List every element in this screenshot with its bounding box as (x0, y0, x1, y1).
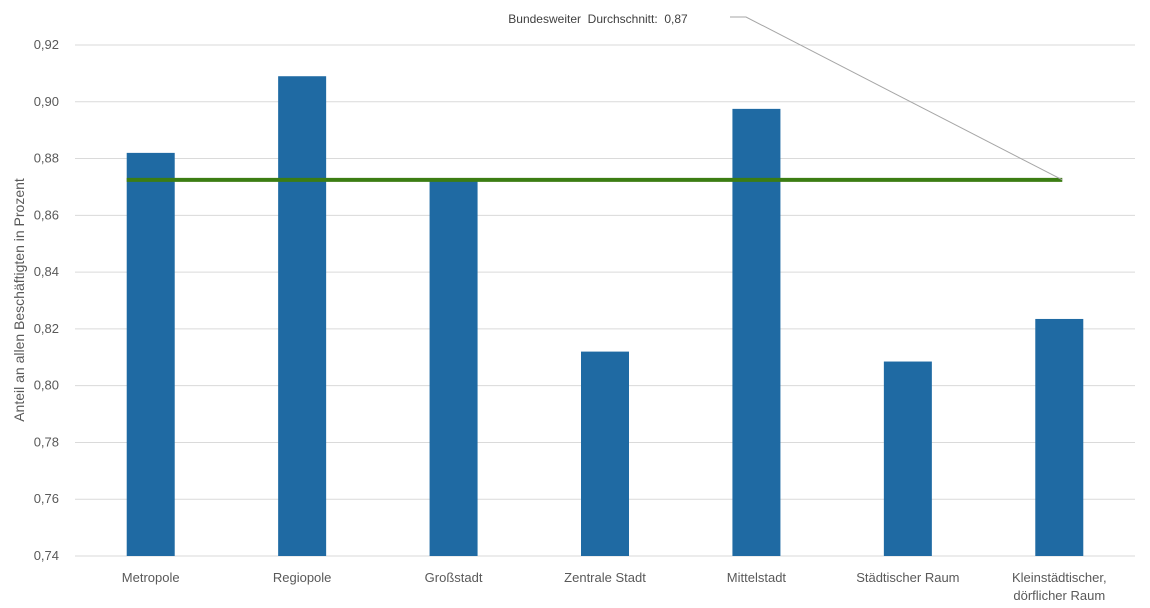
y-tick-label: 0,82 (34, 321, 59, 336)
bar (732, 108, 781, 556)
y-tick-label: 0,76 (34, 491, 59, 506)
y-tick-label: 0,92 (34, 37, 59, 52)
average-annotation: Bundesweiter Durchschnitt: 0,87 (508, 12, 688, 26)
x-tick-label: Großstadt (425, 570, 483, 585)
bar (126, 152, 175, 556)
y-tick-label: 0,84 (34, 264, 59, 279)
y-tick-label: 0,88 (34, 151, 59, 166)
bar (1035, 318, 1084, 556)
bar (581, 351, 629, 556)
y-tick-label: 0,78 (34, 434, 59, 449)
y-tick-label: 0,86 (34, 207, 59, 222)
x-tick-label: Regiopole (273, 570, 332, 585)
annotation-leader-line (730, 16, 1063, 181)
y-tick-label: 0,90 (34, 94, 59, 109)
x-axis-tick-labels: Metropole Regiopole Großstadt Zentrale Stad… (122, 570, 1107, 603)
bar (883, 361, 932, 556)
x-tick-label: Mittelstadt (727, 570, 787, 585)
bar (278, 76, 327, 556)
gridlines (75, 44, 1135, 557)
x-tick-label: Städtischer Raum (856, 570, 959, 585)
bars (126, 76, 1084, 556)
x-tick-label: Kleinstädtischer, dörflicher Raum (1012, 570, 1107, 603)
bar (429, 181, 478, 556)
y-tick-label: 0,80 (34, 378, 59, 393)
reference-line-group (126, 16, 1063, 182)
x-tick-label: Metropole (122, 570, 180, 585)
y-axis-title: Anteil an allen Beschäftigten in Prozent (11, 178, 27, 422)
y-axis-tick-labels: 0,74 0,76 0,78 0,80 0,82 0,84 0,86 0,88 0,90 0,92 (34, 37, 59, 563)
x-tick-label: Zentrale Stadt (564, 570, 646, 585)
y-tick-label: 0,74 (34, 548, 59, 563)
